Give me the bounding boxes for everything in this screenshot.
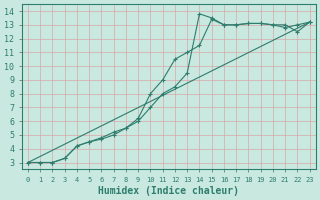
X-axis label: Humidex (Indice chaleur): Humidex (Indice chaleur) (98, 186, 239, 196)
